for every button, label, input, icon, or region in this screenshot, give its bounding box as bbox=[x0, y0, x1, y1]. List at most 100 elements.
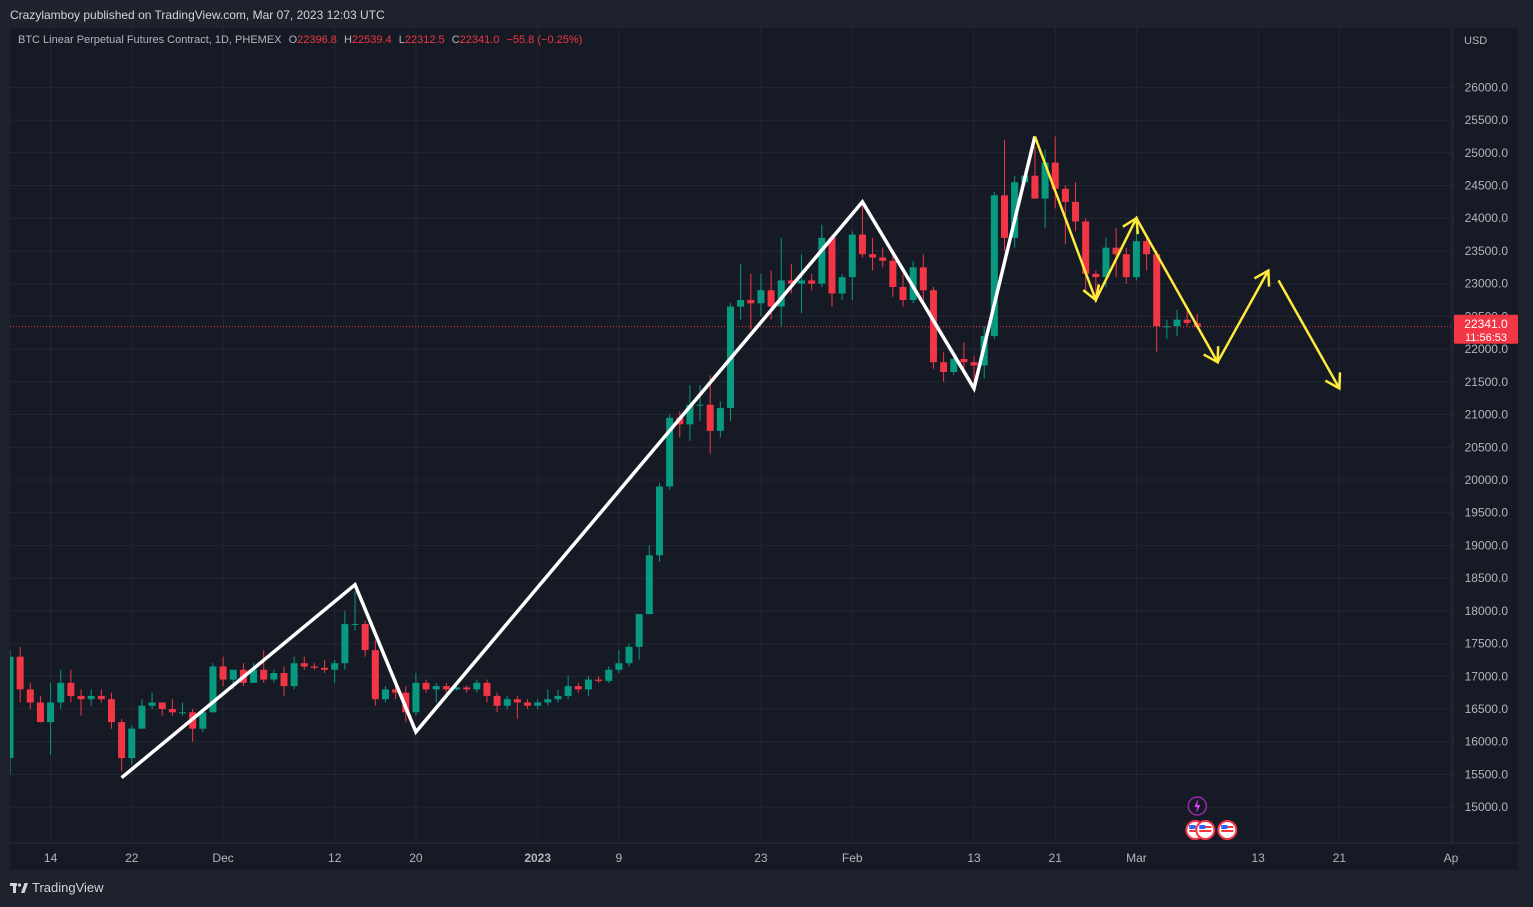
candle bbox=[929, 286, 937, 369]
candle bbox=[960, 342, 968, 373]
candle bbox=[737, 264, 745, 320]
candle bbox=[1112, 228, 1120, 278]
x-tick-label: 13 bbox=[1252, 851, 1266, 865]
candle bbox=[1072, 182, 1080, 232]
candles bbox=[10, 136, 1201, 775]
candle bbox=[747, 273, 755, 330]
candle bbox=[107, 692, 115, 729]
candle-body bbox=[584, 679, 592, 690]
candle-body bbox=[412, 682, 420, 713]
candle bbox=[838, 273, 846, 301]
candle bbox=[381, 686, 389, 703]
candle-body bbox=[1122, 254, 1130, 278]
candle-body bbox=[1112, 247, 1120, 255]
candle bbox=[716, 401, 724, 438]
y-tick-label: 24000.0 bbox=[1465, 211, 1509, 225]
candle-body bbox=[777, 280, 785, 307]
candle bbox=[351, 591, 359, 631]
y-tick-label: 26000.0 bbox=[1465, 80, 1509, 94]
tradingview-footer[interactable]: TradingView bbox=[10, 880, 104, 895]
candle bbox=[189, 709, 197, 742]
candle-body bbox=[77, 695, 85, 700]
candle-body bbox=[929, 290, 937, 363]
yellow-zigzag-line bbox=[1033, 135, 1219, 363]
candle-body bbox=[67, 682, 75, 696]
candle-body bbox=[574, 686, 582, 690]
candle-body bbox=[381, 689, 389, 700]
candle bbox=[808, 273, 816, 291]
y-tick-label: 24500.0 bbox=[1465, 179, 1509, 193]
y-tick-label: 19500.0 bbox=[1465, 506, 1509, 520]
candle bbox=[899, 273, 907, 307]
candle-body bbox=[300, 663, 308, 667]
candle-body bbox=[402, 692, 410, 713]
candle-body bbox=[57, 682, 65, 703]
candle bbox=[1011, 175, 1019, 248]
candle bbox=[858, 201, 866, 258]
candle-body bbox=[371, 650, 379, 700]
candle-body bbox=[696, 404, 704, 406]
candle bbox=[47, 682, 55, 755]
candle-body bbox=[270, 673, 278, 680]
chart-panel[interactable]: 15000.0 15500.0 16000.0 16500.0 17000.0 17500… bbox=[10, 28, 1518, 870]
candle-body bbox=[737, 300, 745, 307]
candle bbox=[919, 254, 927, 304]
candle bbox=[280, 666, 288, 696]
candle bbox=[645, 545, 653, 615]
candle-body bbox=[1163, 326, 1171, 328]
change-value: −55.8 (−0.25%) bbox=[506, 34, 583, 46]
symbol-name: BTC Linear Perpetual Futures Contract, 1… bbox=[18, 34, 282, 46]
candle bbox=[1173, 309, 1181, 337]
yellow-projection-up bbox=[1216, 269, 1270, 363]
candle bbox=[584, 676, 592, 696]
yellow-projection-down bbox=[1277, 279, 1341, 390]
flag-stripe bbox=[1199, 830, 1212, 832]
x-tick-label: 22 bbox=[125, 851, 139, 865]
x-tick-label: Ap bbox=[1444, 851, 1459, 865]
candle-body bbox=[818, 237, 826, 284]
candle-body bbox=[655, 486, 663, 556]
flag-stripe bbox=[1221, 830, 1234, 832]
candle-body bbox=[828, 237, 836, 294]
candle bbox=[869, 237, 877, 271]
candle-body bbox=[16, 656, 24, 690]
candle bbox=[513, 695, 521, 719]
low-label: L bbox=[398, 34, 405, 46]
flag-stripe bbox=[1189, 830, 1202, 832]
y-tick-label: 19000.0 bbox=[1465, 538, 1509, 552]
candle-body bbox=[808, 280, 816, 284]
candle-body bbox=[10, 656, 14, 759]
candle-body bbox=[260, 669, 268, 680]
candle bbox=[818, 224, 826, 287]
tradingview-brand: TradingView bbox=[32, 880, 104, 895]
price-axis-bg bbox=[1453, 28, 1518, 870]
y-tick-label: 18000.0 bbox=[1465, 604, 1509, 618]
candle bbox=[77, 689, 85, 716]
candle bbox=[26, 682, 34, 710]
candle bbox=[1153, 250, 1161, 353]
candle bbox=[138, 699, 146, 729]
open-value: 22396.8 bbox=[297, 34, 337, 46]
candle-body bbox=[950, 358, 958, 373]
candle-body bbox=[605, 669, 613, 681]
candle-body bbox=[706, 404, 714, 431]
candle-body bbox=[341, 623, 349, 664]
candle-body bbox=[179, 712, 187, 714]
us-flag-event-icon bbox=[1195, 820, 1216, 840]
price-tag-price: 22341.0 bbox=[1464, 317, 1508, 331]
candle-body bbox=[1061, 188, 1069, 202]
candle bbox=[564, 676, 572, 700]
candle-body bbox=[47, 702, 55, 723]
candle bbox=[473, 679, 481, 693]
tradingview-logo-icon bbox=[10, 882, 28, 894]
candle-body bbox=[635, 614, 643, 647]
candle bbox=[1183, 309, 1191, 327]
candle bbox=[128, 725, 136, 765]
candle bbox=[574, 682, 582, 693]
x-tick-label: 20 bbox=[409, 851, 423, 865]
candlestick-chart[interactable]: 15000.0 15500.0 16000.0 16500.0 17000.0 17500… bbox=[10, 28, 1518, 870]
close-label: C bbox=[451, 34, 460, 46]
candle bbox=[453, 686, 461, 691]
candle bbox=[524, 699, 532, 710]
x-tick-label: 2023 bbox=[524, 851, 551, 865]
